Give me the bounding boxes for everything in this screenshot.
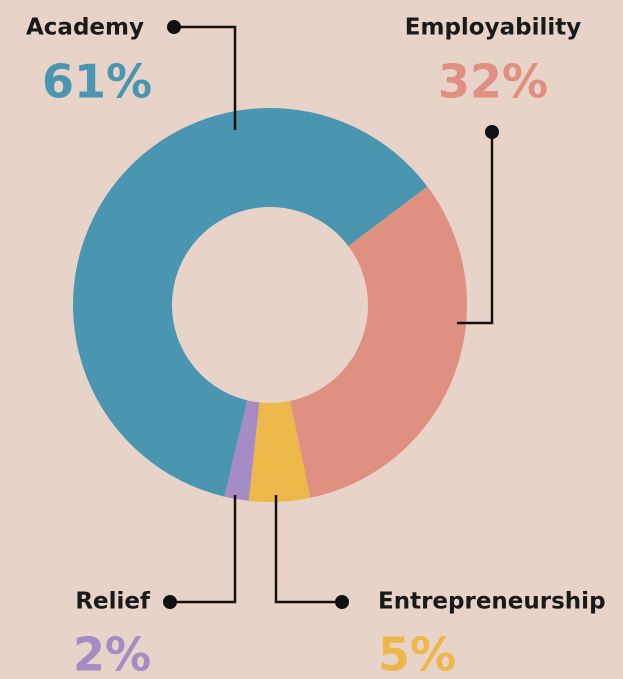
leader-line bbox=[274, 495, 342, 604]
donut bbox=[73, 107, 468, 502]
legend-label: Entrepreneurship bbox=[378, 589, 606, 615]
value-label: 32% bbox=[438, 55, 548, 109]
value-label: 61% bbox=[42, 55, 152, 109]
donut-slice bbox=[248, 400, 311, 502]
leader-dot bbox=[163, 595, 177, 609]
leader-lines bbox=[163, 20, 499, 609]
value-label: 2% bbox=[73, 628, 151, 679]
legend-label: Academy bbox=[26, 15, 144, 41]
leader-dot bbox=[485, 125, 499, 139]
value-label: 5% bbox=[378, 628, 456, 679]
legend-label: Employability bbox=[405, 15, 581, 41]
leader-dot bbox=[167, 20, 181, 34]
legend-label: Relief bbox=[75, 589, 151, 615]
leader-line bbox=[174, 25, 237, 130]
donut-slice bbox=[290, 186, 468, 498]
leader-line bbox=[457, 132, 494, 325]
donut-slice bbox=[224, 400, 260, 501]
leader-line bbox=[170, 495, 237, 604]
donut-slice bbox=[73, 107, 428, 497]
leader-dot bbox=[335, 595, 349, 609]
